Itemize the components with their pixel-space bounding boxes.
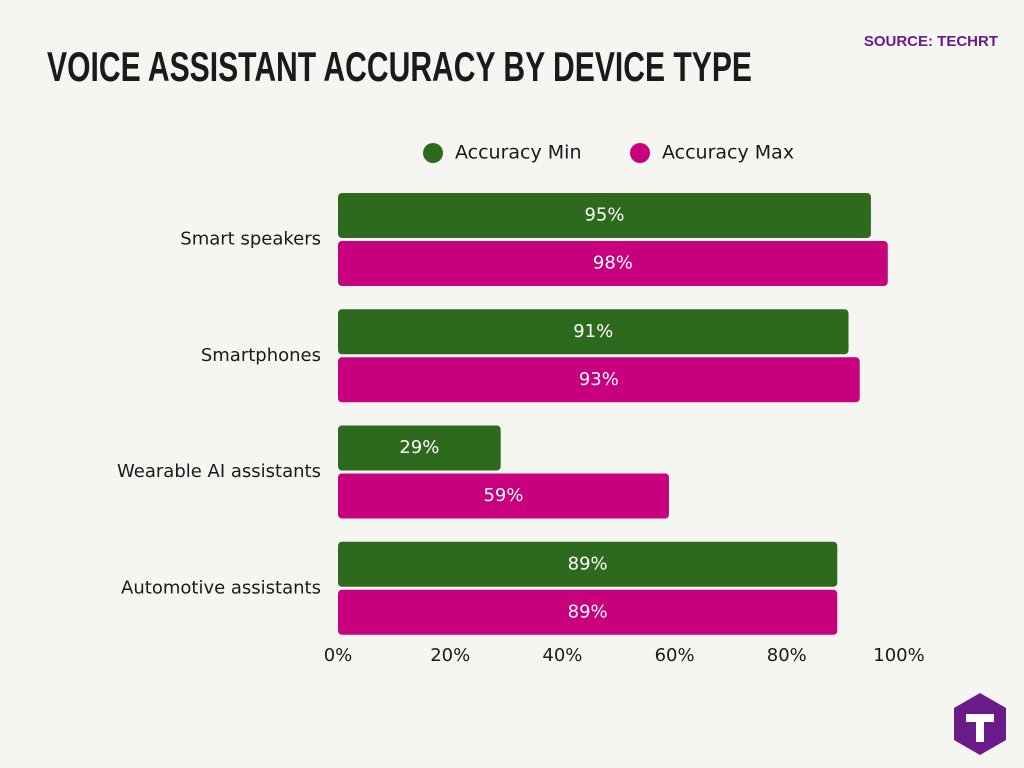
logo	[954, 693, 1006, 755]
source: SOURCE: TECHRT	[864, 33, 998, 50]
x-tick-label: 100%	[873, 645, 924, 666]
bar	[338, 473, 669, 519]
x-tick-label: 60%	[655, 645, 695, 666]
bar	[338, 357, 860, 403]
bar	[338, 193, 871, 238]
x-tick-label: 0%	[324, 645, 353, 666]
legend-label: Accuracy Min	[455, 142, 582, 164]
x-tick-label: 20%	[430, 645, 470, 666]
value-label: 91%	[573, 321, 613, 342]
value-label: 59%	[483, 485, 523, 506]
y-tick-label: Smartphones	[201, 345, 321, 366]
y-tick-label: Automotive assistants	[121, 577, 321, 598]
bar	[338, 425, 501, 471]
value-label: 29%	[399, 437, 439, 458]
x-tick-label: 40%	[542, 645, 582, 666]
legend-marker	[630, 143, 650, 163]
legend-label: Accuracy Max	[662, 142, 794, 164]
value-label: 89%	[568, 601, 608, 622]
value-label: 95%	[584, 205, 624, 226]
value-label: 93%	[579, 369, 619, 390]
value-label: 89%	[568, 553, 608, 574]
bar	[338, 309, 849, 355]
bar	[338, 541, 838, 587]
chart-title: VOICE ASSISTANT ACCURACY BY DEVICE TYPE	[47, 43, 752, 90]
bar	[338, 589, 838, 635]
y-tick-label: Smart speakers	[180, 229, 321, 250]
bar	[338, 241, 888, 286]
x-tick-label: 80%	[767, 645, 807, 666]
legend-marker	[423, 143, 443, 163]
value-label: 98%	[593, 253, 633, 274]
y-tick-label: Wearable AI assistants	[117, 461, 321, 482]
